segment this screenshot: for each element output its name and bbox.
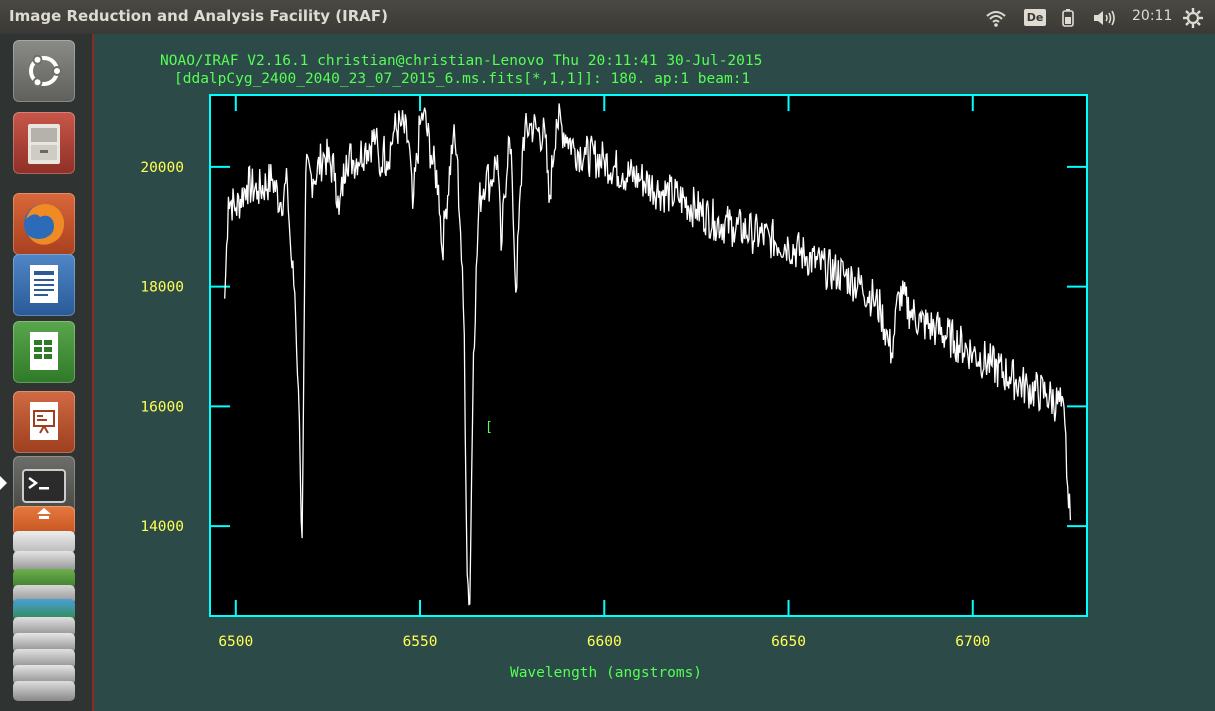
plot-header-line2: [ddalpCyg_2400_2040_23_07_2015_6.ms.fits… [174, 71, 750, 87]
launcher [0, 34, 92, 711]
clock[interactable]: 20:11 [1132, 8, 1173, 24]
firefox-icon [24, 203, 65, 245]
launcher-border [92, 34, 94, 711]
x-tick-label: 6600 [587, 634, 622, 650]
battery-icon[interactable] [1061, 8, 1075, 28]
y-tick-label: 16000 [140, 399, 184, 415]
terminal-icon [22, 469, 66, 503]
x-tick-label: 6550 [403, 634, 438, 650]
window-title: Image Reduction and Analysis Facility (I… [9, 7, 388, 25]
x-tick-label: 6700 [955, 634, 990, 650]
active-app-marker [0, 476, 7, 490]
y-tick-label: 18000 [140, 280, 184, 296]
y-tick-label: 20000 [140, 160, 184, 176]
cursor-marker: [ [485, 420, 493, 435]
top-panel: Image Reduction and Analysis Facility (I… [0, 0, 1215, 34]
keyboard-layout-indicator[interactable]: De [1024, 9, 1046, 26]
x-tick-label: 6650 [771, 634, 806, 650]
impress-button[interactable] [13, 391, 75, 453]
ubuntu-logo-icon [29, 54, 62, 88]
y-tick-label: 14000 [140, 519, 184, 535]
writer-button[interactable] [13, 254, 75, 316]
ubuntu-dash-button[interactable] [13, 40, 75, 102]
firefox-button[interactable] [13, 193, 75, 255]
spectrum-line [224, 103, 1072, 606]
calc-button[interactable] [13, 321, 75, 383]
x-axis-label: Wavelength (angstroms) [510, 665, 702, 681]
x-tick-labels: 6500 6550 6600 6650 6700 [218, 634, 990, 650]
gear-icon[interactable] [1182, 7, 1204, 29]
volume-icon[interactable] [1092, 9, 1118, 27]
x-tick-label: 6500 [218, 634, 253, 650]
axis-ticks [210, 95, 1087, 616]
presentation-icon [30, 402, 58, 440]
iraf-graphics-window[interactable]: NOAO/IRAF V2.16.1 christian@christian-Le… [94, 34, 1215, 711]
files-button[interactable] [13, 112, 75, 174]
y-tick-labels: 14000 16000 18000 20000 [140, 160, 184, 535]
spreadsheet-icon [30, 332, 58, 370]
file-cabinet-icon [28, 124, 60, 164]
document-icon [30, 265, 58, 303]
plot-header-line1: NOAO/IRAF V2.16.1 christian@christian-Le… [160, 53, 762, 69]
wifi-icon[interactable] [985, 9, 1007, 27]
launcher-stacked-items[interactable] [13, 531, 75, 711]
shopping-bag-icon [37, 508, 51, 519]
